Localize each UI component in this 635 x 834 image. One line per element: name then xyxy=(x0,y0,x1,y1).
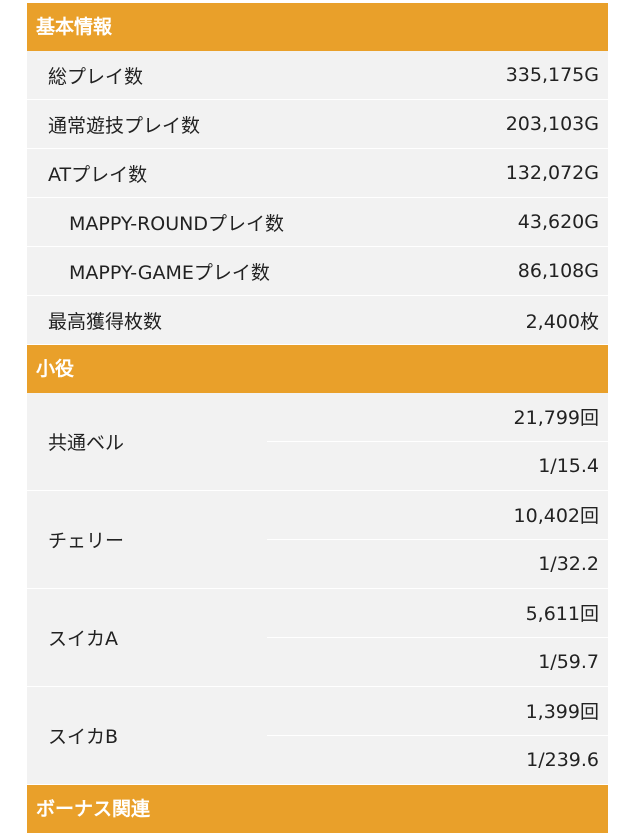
koyaku-row-suika-a: スイカA 5,611回 1/59.7 xyxy=(27,589,608,687)
koyaku-count: 1,399回 xyxy=(267,687,608,736)
koyaku-probability: 1/15.4 xyxy=(538,454,599,477)
row-value: 2,400枚 xyxy=(525,310,599,333)
row-value: 335,175G xyxy=(505,64,599,86)
stats-panel: 基本情報 総プレイ数 335,175G 通常遊技プレイ数 203,103G AT… xyxy=(27,3,608,833)
koyaku-label: スイカA xyxy=(48,628,118,650)
row-normal-plays: 通常遊技プレイ数 203,103G xyxy=(27,100,608,149)
row-label: MAPPY-GAMEプレイ数 xyxy=(69,261,270,284)
koyaku-probability: 1/239.6 xyxy=(526,748,599,771)
row-mappy-game-plays: MAPPY-GAMEプレイ数 86,108G xyxy=(27,247,608,296)
row-label: 通常遊技プレイ数 xyxy=(48,114,201,137)
row-total-plays: 総プレイ数 335,175G xyxy=(27,51,608,100)
section-header-basic: 基本情報 xyxy=(27,3,608,51)
row-label: ATプレイ数 xyxy=(48,163,148,186)
row-label: MAPPY-ROUNDプレイ数 xyxy=(69,212,285,235)
koyaku-label: チェリー xyxy=(48,530,125,552)
row-value: 132,072G xyxy=(505,162,599,184)
row-label: 最高獲得枚数 xyxy=(48,310,163,333)
koyaku-probability: 1/32.2 xyxy=(538,552,599,575)
koyaku-probability: 1/59.7 xyxy=(538,650,599,673)
koyaku-label: スイカB xyxy=(48,726,119,748)
row-value: 203,103G xyxy=(505,113,599,135)
row-mappy-round-plays: MAPPY-ROUNDプレイ数 43,620G xyxy=(27,198,608,247)
row-at-plays: ATプレイ数 132,072G xyxy=(27,149,608,198)
section-header-bonus: ボーナス関連 xyxy=(27,785,608,833)
section-header-koyaku: 小役 xyxy=(27,345,608,393)
koyaku-label: 共通ベル xyxy=(48,432,125,454)
koyaku-count: 21,799回 xyxy=(267,393,608,442)
koyaku-row-bell: 共通ベル 21,799回 1/15.4 xyxy=(27,393,608,491)
koyaku-count: 10,402回 xyxy=(267,491,608,540)
row-label: 総プレイ数 xyxy=(48,65,144,88)
koyaku-count: 5,611回 xyxy=(267,589,608,638)
koyaku-row-cherry: チェリー 10,402回 1/32.2 xyxy=(27,491,608,589)
row-max-coins: 最高獲得枚数 2,400枚 xyxy=(27,296,608,345)
koyaku-row-suika-b: スイカB 1,399回 1/239.6 xyxy=(27,687,608,785)
row-value: 86,108G xyxy=(517,260,599,282)
row-value: 43,620G xyxy=(517,211,599,233)
